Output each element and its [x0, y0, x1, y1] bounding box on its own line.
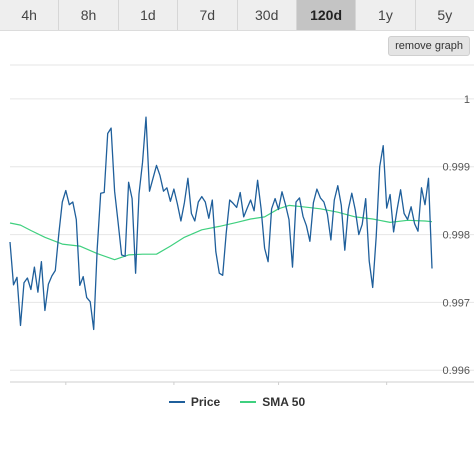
tab-1y[interactable]: 1y: [356, 0, 416, 30]
legend-swatch: [168, 401, 185, 403]
legend-label: SMA 50: [262, 395, 306, 409]
tab-5y[interactable]: 5y: [437, 7, 453, 23]
y-tick-label: 1: [464, 94, 470, 106]
legend-item-price[interactable]: Price: [168, 395, 221, 409]
timeframe-tabs: 4h 8h 1d 7d 30d 120d 1y 5y: [0, 0, 474, 31]
y-tick-label: 0.996: [442, 365, 470, 377]
tab-4h[interactable]: 4h: [0, 0, 60, 30]
tab-7d[interactable]: 7d: [178, 0, 238, 30]
y-tick-label: 0.997: [442, 297, 470, 309]
price-line: [9, 116, 433, 331]
tab-1d[interactable]: 1d: [119, 0, 179, 30]
legend-item-sma-50[interactable]: SMA 50: [240, 395, 305, 409]
tab-30d[interactable]: 30d: [238, 0, 297, 30]
tab-8h[interactable]: 8h: [59, 0, 119, 30]
sma-50-line: [9, 204, 433, 261]
y-tick-label: 0.998: [442, 230, 470, 242]
tab-120d[interactable]: 120d: [296, 0, 357, 30]
remove-graph-button[interactable]: remove graph: [388, 36, 470, 56]
chart-legend: Price SMA 50: [0, 392, 474, 409]
legend-label: Price: [190, 395, 221, 409]
legend-swatch: [240, 401, 257, 403]
y-tick-label: 0.999: [442, 162, 470, 174]
